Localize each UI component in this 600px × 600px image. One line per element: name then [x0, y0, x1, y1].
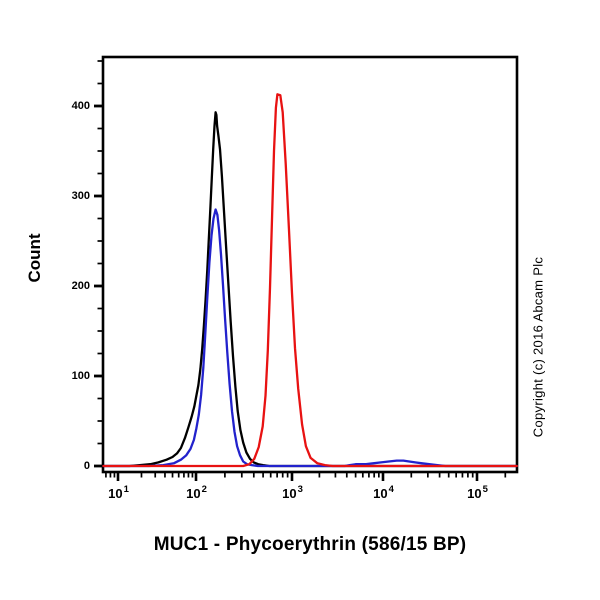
x-tick-base: 10 [108, 486, 123, 501]
x-tick-label: 104 [373, 484, 394, 501]
y-axis-title: Count [25, 233, 44, 283]
x-tick-base: 10 [373, 486, 388, 501]
series-red-curve [102, 93, 518, 468]
y-tick-label: 400 [71, 100, 90, 112]
plot-frame [101, 55, 519, 474]
x-tick-base: 10 [467, 486, 482, 501]
x-tick-exponent: 2 [201, 484, 207, 495]
copyright-text: Copyright (c) 2016 Abcam Plc [530, 256, 546, 438]
x-tick-label: 102 [186, 484, 207, 501]
x-tick-exponent: 5 [482, 484, 488, 495]
series-blue-curve [102, 208, 518, 468]
x-tick-exponent: 3 [297, 484, 303, 495]
x-tick-base: 10 [186, 486, 201, 501]
x-tick-base: 10 [282, 486, 297, 501]
x-axis-title: MUC1 - Phycoerythrin (586/15 BP) [153, 534, 467, 555]
x-tick-exponent: 4 [388, 484, 394, 495]
y-tick-label: 300 [71, 190, 90, 202]
x-tick-label: 101 [108, 484, 129, 501]
x-tick-label: 105 [467, 484, 488, 501]
y-tick-label: 0 [83, 460, 90, 472]
series-black-curve [102, 111, 518, 468]
y-tick-label: 100 [71, 370, 90, 382]
x-tick-label: 103 [282, 484, 303, 501]
x-tick-exponent: 1 [123, 484, 129, 495]
y-tick-label: 200 [71, 280, 90, 292]
